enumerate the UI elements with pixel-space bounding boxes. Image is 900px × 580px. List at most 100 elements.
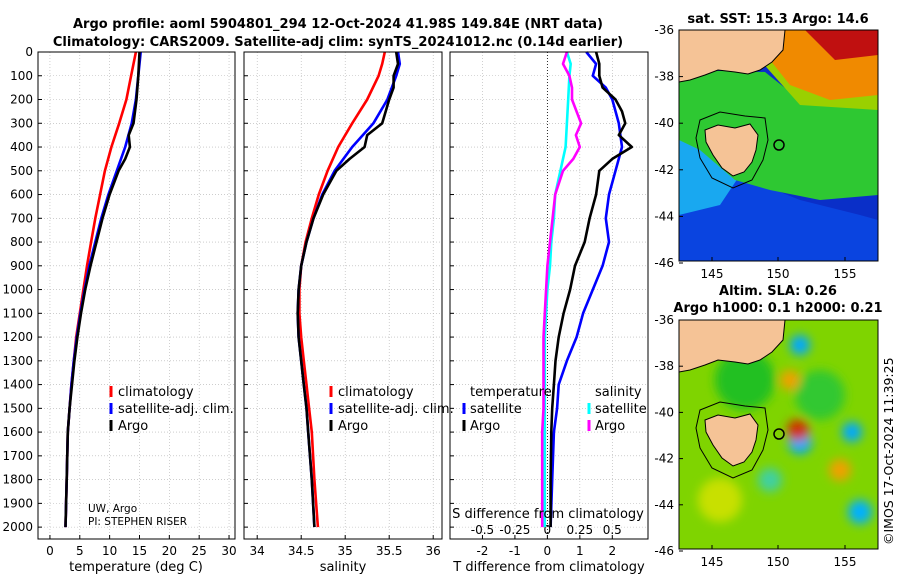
legend-argo-label: Argo [338, 419, 368, 434]
salinity-panel: 34 34.5 35 35.5 36 [244, 51, 442, 558]
sst-map-title: sat. SST: 15.3 Argo: 14.6 [687, 12, 868, 27]
lat-tick-label: -40 [654, 116, 674, 130]
series-line-salinity-argo [540, 51, 583, 528]
x-tick-label: 1 [576, 544, 584, 558]
sst-float-marker [773, 139, 785, 151]
x-tick-label: 36 [426, 544, 441, 558]
sla-float-marker [773, 428, 785, 440]
lat-tick-label: -38 [654, 359, 674, 373]
temperature-axes-frame [37, 51, 236, 540]
y-tick-label: 300 [10, 116, 33, 130]
lat-tick-label: -44 [654, 209, 674, 223]
sla-anomaly-green [795, 370, 845, 420]
lat-tick-label: -42 [654, 163, 674, 177]
sla-anomaly-blue [790, 335, 810, 355]
y-tick-label: 900 [10, 259, 33, 273]
lat-tick-label: -38 [654, 70, 674, 84]
sla-shelf-contour [695, 401, 769, 479]
lat-tick-label: -44 [654, 498, 674, 512]
top-axis-tick-label: 0 [544, 523, 552, 537]
temperature-legend: climatology satellite-adj. clim. Argo [109, 385, 234, 434]
sla-anomaly-blue [848, 500, 872, 524]
salinity-xlabel: salinity [320, 560, 367, 575]
y-tick-label: 1100 [2, 306, 33, 320]
x-tick-label: 5 [76, 544, 84, 558]
x-tick-label: 20 [162, 544, 177, 558]
sst-shelf-contour [695, 111, 769, 189]
legend-temperature-title: temperature [470, 385, 552, 400]
x-tick-label: 10 [102, 544, 117, 558]
legend-argo-label: Argo [118, 419, 148, 434]
lat-tick-label: -46 [654, 544, 674, 558]
sla-anomaly-red [787, 419, 809, 441]
temperature-panel: 0100200300400500600700800900100011001200… [2, 45, 236, 558]
lat-tick-label: -36 [654, 313, 674, 327]
y-tick-label: 100 [10, 69, 33, 83]
y-tick-label: 2000 [2, 520, 33, 534]
y-tick-label: 1500 [2, 401, 33, 415]
temperature-xlabel: temperature (deg C) [69, 560, 203, 575]
x-tick-label: -1 [509, 544, 521, 558]
sla-map-title-line1: Altim. SLA: 0.26 [719, 284, 837, 299]
series-line-argo [296, 51, 400, 528]
legend-sal-satellite-label: satellite [595, 402, 647, 417]
legend-sal-argo-label: Argo [595, 419, 625, 434]
salinity-legend: climatology satellite-adj. clim. Argo [329, 385, 454, 434]
y-tick-label: 1600 [2, 425, 33, 439]
lon-tick-label: 155 [834, 267, 857, 281]
sla-anomaly-orange [780, 370, 800, 390]
y-tick-label: 700 [10, 211, 33, 225]
pi-annotation-line1: UW, Argo [88, 503, 137, 515]
sla-anomaly-orange [829, 459, 851, 481]
y-tick-label: 1900 [2, 496, 33, 510]
top-axis-tick-label: 0.5 [603, 523, 622, 537]
imos-watermark: ©IMOS 17-Oct-2024 11:39:25 [881, 357, 896, 545]
y-tick-label: 500 [10, 164, 33, 178]
lat-tick-label: -42 [654, 452, 674, 466]
legend-satellite-label: satellite-adj. clim. [118, 402, 234, 417]
sla-anomaly-cyan [758, 468, 782, 492]
sla-field-anomalies [698, 335, 872, 524]
lat-tick-label: -36 [654, 23, 674, 37]
sla-anomaly-green [715, 350, 775, 410]
figure-title-line2: Climatology: CARS2009. Satellite-adj cli… [53, 35, 623, 50]
sla-anomaly-yellow [698, 478, 742, 522]
sla-land-tasmania [704, 413, 759, 467]
lon-tick-label: 150 [767, 267, 790, 281]
legend-climatology-label: climatology [118, 385, 194, 400]
series-line-salinity-satellite [543, 51, 573, 528]
lon-tick-label: 155 [834, 555, 857, 569]
difference-legend: temperature salinity satellite Argo sate… [462, 385, 647, 434]
legend-temp-satellite-label: satellite [470, 402, 522, 417]
sla-map-title-line2: Argo h1000: 0.1 h2000: 0.21 [673, 301, 882, 316]
y-tick-label: 800 [10, 235, 33, 249]
lat-tick-label: -40 [654, 405, 674, 419]
sla-map-ticks: 145 150 155 -36 -38 -40 -42 -44 -46 [654, 313, 856, 569]
x-tick-label: 35.5 [376, 544, 403, 558]
x-tick-label: 0 [46, 544, 54, 558]
pi-annotation-line2: PI: STEPHEN RISER [88, 516, 187, 528]
figure-title-line1: Argo profile: aoml 5904801_294 12-Oct-20… [73, 17, 603, 32]
sst-map-ticks: 145 150 155 -36 -38 -40 -42 -44 -46 [654, 23, 856, 281]
x-tick-label: 15 [132, 544, 147, 558]
x-tick-label: 34.5 [288, 544, 315, 558]
lat-tick-label: -46 [654, 256, 674, 270]
series-line-temperature-argo [549, 51, 634, 528]
sla-land-mainland [679, 320, 786, 373]
x-tick-label: 35 [338, 544, 353, 558]
x-tick-label: 30 [221, 544, 236, 558]
sla-map-image [679, 320, 878, 549]
legend-temp-argo-label: Argo [470, 419, 500, 434]
y-tick-label: 1400 [2, 378, 33, 392]
y-tick-label: 200 [10, 93, 33, 107]
top-axis-tick-label: -0.5 [471, 523, 494, 537]
difference-top-xlabel: S difference from climatology [452, 507, 644, 522]
sla-anomaly-blue [842, 422, 862, 442]
legend-climatology-label: climatology [338, 385, 414, 400]
sst-field-red-north [805, 30, 878, 60]
lon-tick-label: 150 [767, 555, 790, 569]
y-tick-label: 1800 [2, 473, 33, 487]
x-tick-label: 34 [250, 544, 265, 558]
difference-panel: -2 -1 0 1 2 -0.5 -0.25 0 0.25 0.5 [450, 51, 648, 558]
sst-land-tasmania [704, 123, 759, 177]
